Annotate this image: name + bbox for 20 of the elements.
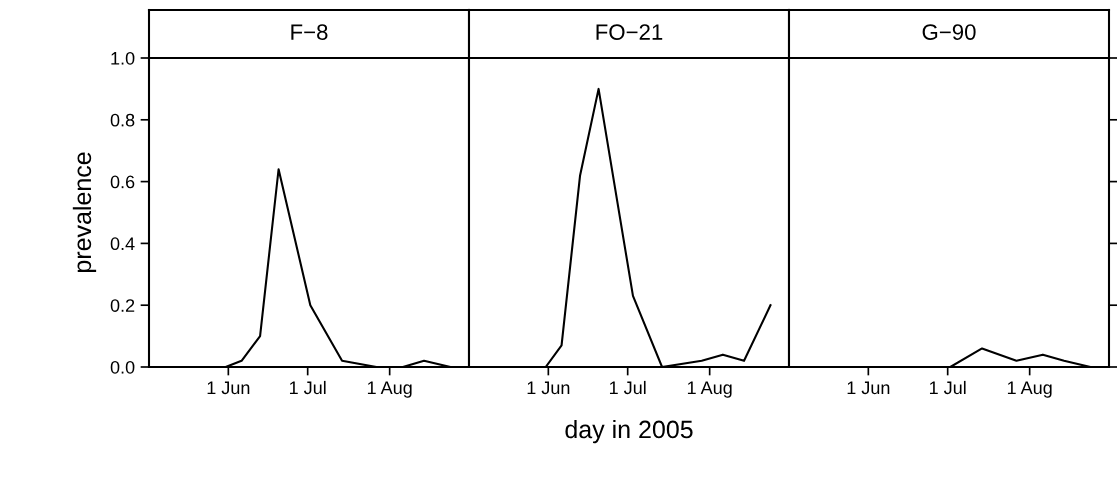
chart-title: F−8 bbox=[291, 24, 328, 40]
x-tick-label: 1 Jun bbox=[847, 381, 890, 395]
x-tick-label: 1 Aug bbox=[687, 381, 732, 398]
x-tick-label: 1 Jun bbox=[207, 381, 250, 395]
y-tick-label: 0.0 bbox=[110, 360, 135, 374]
y-tick-label: 0.4 bbox=[110, 237, 135, 251]
x-axis-title: day in 2005 bbox=[565, 419, 693, 444]
y-tick-label: 0.2 bbox=[110, 299, 135, 312]
y-tick-label: 0.6 bbox=[110, 175, 135, 189]
x-tick-label: 1 Jul bbox=[609, 380, 646, 395]
x-tick-label: 1 Aug bbox=[1007, 381, 1052, 398]
y-axis-title: prevalence bbox=[72, 152, 97, 273]
chart-title: FO−21 bbox=[596, 24, 663, 40]
y-tick-label: 1.0 bbox=[111, 51, 135, 65]
x-tick-label: 1 Jun bbox=[527, 381, 570, 395]
x-tick-label: 1 Jul bbox=[929, 380, 966, 395]
x-tick-label: 1 Jul bbox=[289, 380, 326, 395]
y-tick-label: 0.8 bbox=[110, 113, 135, 127]
x-tick-label: 1 Aug bbox=[367, 381, 412, 398]
chart-title: G−90 bbox=[922, 24, 976, 40]
